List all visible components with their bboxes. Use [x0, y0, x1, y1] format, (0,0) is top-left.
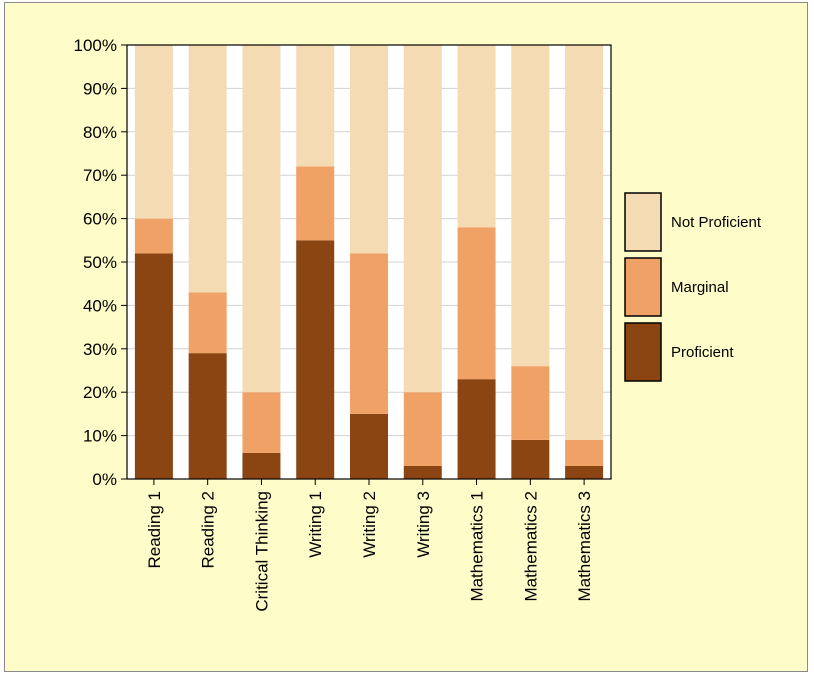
- category-label: Reading 2: [199, 491, 218, 569]
- bar-marginal-writing-3: [403, 392, 442, 466]
- bar-not-proficient-reading-1: [134, 45, 173, 219]
- bar-marginal-reading-1: [134, 218, 173, 254]
- bar-marginal-writing-1: [296, 166, 335, 241]
- category-label: Reading 1: [145, 491, 164, 569]
- y-tick-label: 30%: [83, 340, 117, 359]
- bar-not-proficient-mathematics-2: [511, 45, 550, 367]
- bar-proficient-mathematics-1: [457, 379, 496, 479]
- x-axis: Reading 1 Reading 2 Critical Thinking Writi…: [145, 479, 594, 612]
- legend: Not Proficient Marginal Proficient: [624, 192, 762, 382]
- category-label: Mathematics 3: [575, 491, 594, 602]
- bar-marginal-critical-thinking: [242, 392, 281, 453]
- bar-proficient-reading-2: [188, 353, 227, 479]
- y-tick-label: 50%: [83, 253, 117, 272]
- bar-marginal-writing-2: [350, 253, 388, 414]
- chart-frame: 0% 10% 20% 30% 40% 50% 60% 70% 80% 90% 100% Readin…: [4, 2, 808, 672]
- category-label: Critical Thinking: [252, 491, 271, 612]
- bar-not-proficient-writing-2: [350, 45, 388, 254]
- category-label: Writing 2: [360, 491, 379, 558]
- bar-not-proficient-reading-2: [188, 45, 227, 293]
- bar-not-proficient-mathematics-3: [565, 45, 604, 440]
- legend-label-marginal: Marginal: [671, 279, 729, 296]
- bar-marginal-mathematics-1: [457, 227, 496, 380]
- category-label: Writing 1: [306, 491, 325, 558]
- bar-proficient-writing-3: [403, 465, 442, 479]
- y-axis: 0% 10% 20% 30% 40% 50% 60% 70% 80% 90% 100%: [74, 36, 127, 489]
- legend-swatch-marginal: [624, 257, 662, 317]
- bar-proficient-mathematics-2: [511, 439, 550, 479]
- category-label: Mathematics 2: [521, 491, 540, 602]
- y-tick-label: 40%: [83, 296, 117, 315]
- legend-swatch-proficient: [624, 322, 662, 382]
- bar-not-proficient-critical-thinking: [242, 45, 281, 393]
- legend-label-proficient: Proficient: [671, 344, 734, 361]
- category-label: Writing 3: [414, 491, 433, 558]
- category-label: Mathematics 1: [468, 491, 487, 602]
- bar-not-proficient-writing-3: [403, 45, 442, 393]
- bar-proficient-mathematics-3: [565, 465, 604, 479]
- bar-proficient-writing-1: [296, 240, 335, 479]
- legend-swatch-not-proficient: [624, 192, 662, 252]
- bar-marginal-reading-2: [188, 292, 227, 354]
- y-tick-label: 20%: [83, 383, 117, 402]
- bar-marginal-mathematics-2: [511, 366, 550, 440]
- y-tick-label: 100%: [74, 36, 117, 55]
- bar-proficient-reading-1: [134, 253, 173, 479]
- bar-proficient-writing-2: [350, 413, 388, 479]
- y-tick-label: 0%: [92, 470, 117, 489]
- stacked-bar-chart: 0% 10% 20% 30% 40% 50% 60% 70% 80% 90% 100% Readin…: [74, 36, 762, 612]
- bar-not-proficient-writing-1: [296, 45, 335, 167]
- bar-not-proficient-mathematics-1: [457, 45, 496, 228]
- y-tick-label: 60%: [83, 210, 117, 229]
- bars: [134, 45, 604, 479]
- bar-proficient-critical-thinking: [242, 452, 281, 479]
- y-tick-label: 10%: [83, 427, 117, 446]
- y-tick-label: 80%: [83, 123, 117, 142]
- y-tick-label: 90%: [83, 79, 117, 98]
- legend-label-not-proficient: Not Proficient: [671, 214, 762, 231]
- y-tick-label: 70%: [83, 166, 117, 185]
- bar-marginal-mathematics-3: [565, 439, 604, 466]
